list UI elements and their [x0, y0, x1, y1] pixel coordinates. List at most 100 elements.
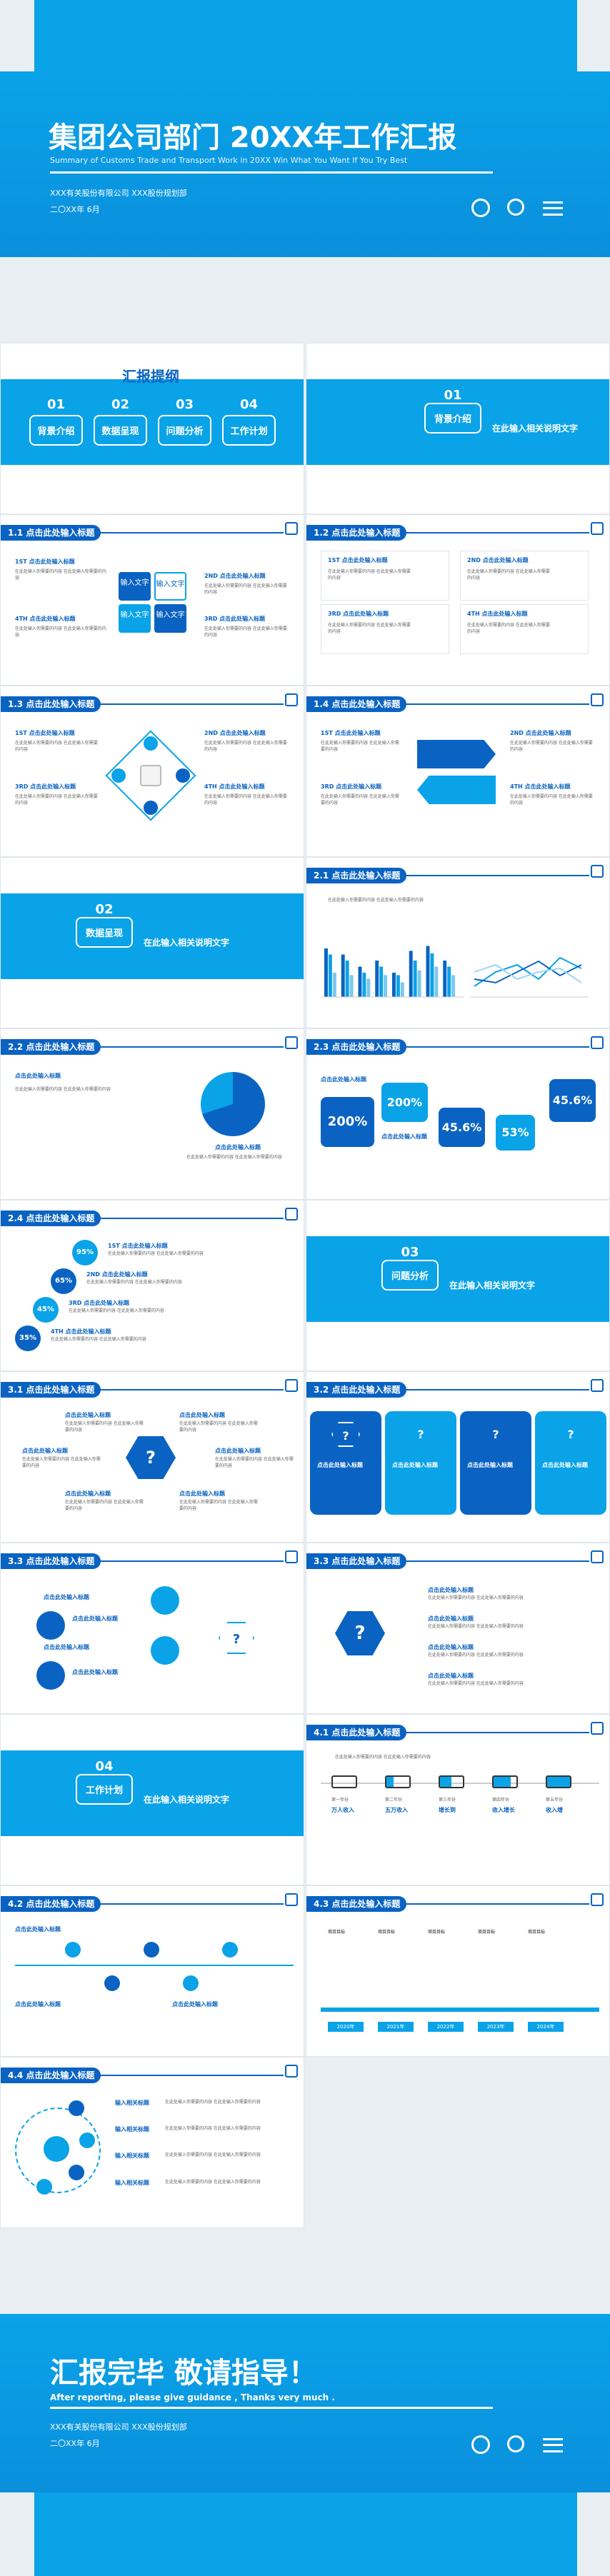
question-icon: ?	[335, 1611, 385, 1655]
bar	[413, 961, 417, 997]
slide-3-1: 3.1 点击此处输入标题 ? 点击此处输入标题 在此处输入你需要的内容 在此处输…	[0, 1371, 304, 1543]
arrow-shape	[417, 740, 496, 768]
question-icon: ?	[219, 1622, 254, 1654]
toc-item-4[interactable]: 04 工作计划	[222, 397, 276, 454]
bar	[409, 951, 413, 997]
closing-title: 汇报完毕 敬请指导！	[50, 2357, 317, 2390]
bar	[384, 975, 388, 997]
card-1	[310, 1411, 381, 1515]
person-icon	[65, 1942, 81, 1958]
menu-icon[interactable]	[543, 201, 563, 216]
corner-icon	[591, 865, 604, 878]
globe-icon[interactable]	[471, 2435, 490, 2454]
slide-4-4: 4.4 点击此处输入标题 输入相关标题 在此处输入你需要的内容 在此处输入你需要…	[0, 2057, 304, 2228]
battery-icon	[546, 1775, 571, 1788]
bar	[396, 975, 400, 997]
corner-icon	[285, 1893, 298, 1906]
slide-4-2: 4.2 点击此处输入标题 点击此处输入标题 点击此处输入标题 点击此处输入标题	[0, 1885, 304, 2057]
bar	[324, 948, 328, 997]
bar	[392, 973, 396, 997]
bar	[379, 966, 384, 997]
toc-item-3[interactable]: 03 问题分析	[158, 397, 211, 454]
bar	[451, 975, 456, 997]
search-icon	[44, 2136, 69, 2162]
section-03-slide: 03 问题分析 在此输入相关说明文字	[306, 1200, 610, 1371]
bar	[341, 954, 345, 997]
cover-date: 二〇XX年 6月	[50, 205, 100, 214]
toc-heading: 汇报提纲	[122, 368, 179, 385]
toc-item-1[interactable]: 01 背景介绍	[29, 397, 83, 454]
bar-chart	[321, 946, 464, 998]
battery-icon	[331, 1775, 357, 1788]
toc-item-2[interactable]: 02 数据呈现	[94, 397, 147, 454]
bar	[400, 982, 404, 997]
bar	[443, 961, 447, 997]
question-icon: ?	[417, 1428, 424, 1441]
battery-icon	[439, 1775, 464, 1788]
battery-icon	[385, 1775, 411, 1788]
card-3	[460, 1411, 531, 1515]
card-2	[385, 1411, 456, 1515]
slide-1-2: 1.2 点击此处输入标题 1ST 点击此处输入标题 2ND 点击此处输入标题 3…	[306, 514, 610, 686]
corner-icon	[591, 1036, 604, 1049]
battery-icon	[492, 1775, 518, 1788]
slide-1-4: 1.4 点击此处输入标题 1ST 点击此处输入标题 在此处输入你需要的内容 在此…	[306, 686, 610, 857]
bar	[328, 954, 332, 997]
menu-icon[interactable]	[543, 2438, 563, 2452]
section-01-slide: 01 背景介绍 在此输入相关说明文字	[306, 343, 610, 514]
slide-4-1: 4.1 点击此处输入标题 在此处输入你需要的内容 在此处输入你需要的内容 第一年…	[306, 1714, 610, 1885]
bar	[362, 973, 366, 997]
corner-icon	[591, 1550, 604, 1563]
closing-subtitle: After reporting, please give guidance , …	[50, 2392, 335, 2402]
bar	[434, 966, 439, 997]
corner-icon	[591, 522, 604, 535]
slide-2-1: 2.1 点击此处输入标题 在此处输入你需要的内容 在此处输入你需要的内容	[306, 857, 610, 1028]
corner-icon	[591, 1722, 604, 1735]
corner-icon	[285, 2065, 298, 2078]
slide-3-2: 3.2 点击此处输入标题 ? ? ? ? 点击此处输入标题 点击此处输入标题 点…	[306, 1371, 610, 1543]
toc-slide: 汇报提纲 01 背景介绍 02 数据呈现 03 问题分析 04 工作计划	[0, 343, 304, 514]
bar	[358, 966, 362, 997]
card-4	[535, 1411, 606, 1515]
cover-slide: 集团公司部门 20XX年工作汇报 Summary of Customs Trad…	[0, 0, 610, 343]
corner-icon	[285, 522, 298, 535]
bar	[417, 970, 421, 997]
question-icon: ?	[567, 1428, 574, 1441]
cover-company: XXX有关股份有限公司 XXX股份规划部	[50, 189, 187, 198]
section-04-slide: 04 工作计划 在此输入相关说明文字	[0, 1714, 304, 1885]
slide-3-3b: 3.3 点击此处输入标题 ? 点击此处输入标题 在此处输入你需要的内容 在此处输…	[306, 1543, 610, 1714]
pie-chart	[201, 1072, 265, 1136]
corner-icon	[285, 1379, 298, 1392]
bar	[426, 946, 430, 997]
globe-icon[interactable]	[471, 199, 490, 217]
slide-2-4: 2.4 点击此处输入标题 95% 65% 45% 35% 1ST 点击此处输入标…	[0, 1200, 304, 1371]
closing-company: XXX有关股份有限公司 XXX股份规划部	[50, 2422, 187, 2432]
closing-slide: 汇报完毕 敬请指导！ After reporting, please give …	[0, 2232, 610, 2576]
person-icon	[144, 1942, 159, 1958]
bar	[366, 978, 371, 997]
person-icon	[104, 1975, 120, 1991]
bar	[345, 961, 349, 997]
slide-1-1: 1.1 点击此处输入标题 1ST 点击此处输入标题 在此处输入你需要的内容 在此…	[0, 514, 304, 686]
slide-2-2: 2.2 点击此处输入标题 点击此处输入标题 在此处输入你需要的内容 在此处输入你…	[0, 1028, 304, 1200]
search-icon[interactable]	[507, 199, 524, 216]
corner-icon	[285, 1208, 298, 1221]
corner-icon	[591, 693, 604, 706]
slide-2-3: 2.3 点击此处输入标题 200% 200% 45.6% 53% 45.6% 点…	[306, 1028, 610, 1200]
line-chart	[471, 956, 589, 998]
arrow-shape	[417, 776, 496, 804]
cover-title: 集团公司部门 20XX年工作汇报	[49, 121, 457, 154]
question-icon: ?	[492, 1428, 499, 1441]
corner-icon	[285, 1550, 298, 1563]
bar	[375, 961, 379, 997]
person-icon	[222, 1942, 238, 1958]
search-icon[interactable]	[507, 2435, 524, 2452]
slide-1-3: 1.3 点击此处输入标题 1ST 点击此处输入标题 在此处输入你需要的内容 在此…	[0, 686, 304, 857]
question-icon: ?	[331, 1422, 360, 1447]
corner-icon	[591, 1379, 604, 1392]
bar	[447, 966, 451, 997]
question-icon: ?	[126, 1436, 176, 1479]
corner-icon	[285, 1036, 298, 1049]
section-02-slide: 02 数据呈现 在此输入相关说明文字	[0, 857, 304, 1028]
cover-subtitle: Summary of Customs Trade and Transport W…	[50, 156, 408, 165]
